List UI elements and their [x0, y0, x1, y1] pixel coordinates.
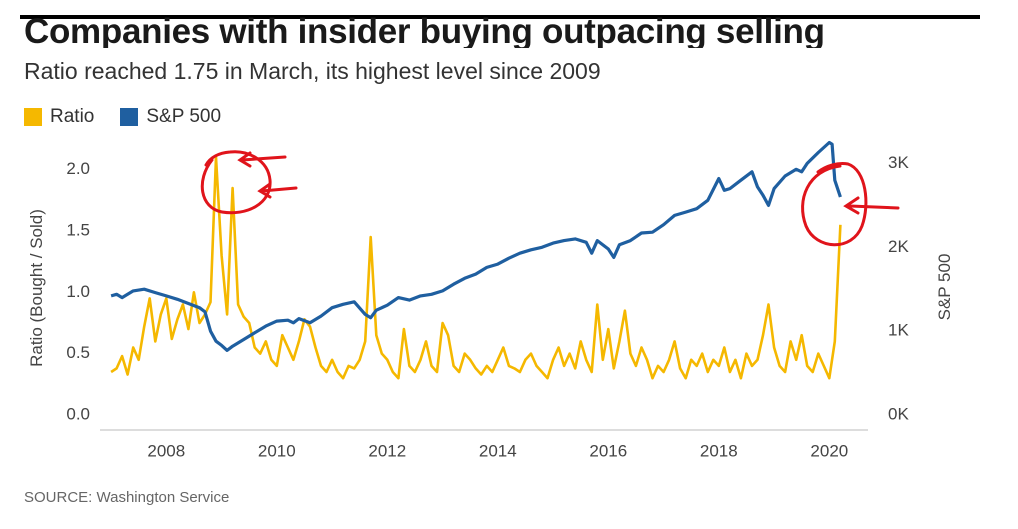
legend-swatch-ratio — [24, 108, 42, 126]
series-line-ratio — [110, 156, 842, 380]
legend-swatch-sp500 — [120, 108, 139, 126]
legend-label-sp500: S&P 500 — [146, 106, 222, 127]
right-tick-label: 2K — [888, 237, 909, 256]
top-rule — [20, 15, 980, 19]
left-axis-title: Ratio (Bought / Sold) — [27, 209, 46, 367]
x-tick-label: 2012 — [368, 441, 406, 460]
chart-subtitle: Ratio reached 1.75 in March, its highest… — [24, 58, 601, 84]
x-tick-label: 2008 — [147, 441, 185, 460]
legend-label-ratio: Ratio — [50, 106, 95, 127]
x-axis-ticks: 2008 2010 2012 2014 2016 2018 2020 — [147, 441, 848, 460]
annotation-arrow-2020 — [843, 196, 900, 215]
chart-title: Companies with insider buying outpacing … — [24, 12, 825, 48]
left-tick-label: 0.0 — [66, 404, 90, 423]
legend-item-sp500: S&P 500 — [120, 106, 221, 128]
x-tick-label: 2018 — [700, 441, 738, 460]
legend: Ratio S&P 500 — [24, 106, 221, 128]
right-tick-label: 1K — [888, 321, 909, 340]
right-axis-ticks: 0K 1K 2K 3K — [888, 153, 909, 424]
left-tick-label: 1.5 — [66, 220, 90, 239]
source-note: SOURCE: Washington Service — [24, 489, 230, 506]
annotation-circle-2008 — [200, 150, 272, 215]
right-tick-label: 3K — [888, 153, 909, 172]
left-tick-label: 2.0 — [66, 159, 90, 178]
left-axis-ticks: 0.0 0.5 1.0 1.5 2.0 — [66, 159, 90, 423]
x-tick-label: 2014 — [479, 441, 517, 460]
x-tick-label: 2020 — [810, 441, 848, 460]
right-tick-label: 0K — [888, 404, 909, 423]
annotation-arrow-2008-top — [237, 151, 287, 168]
x-tick-label: 2016 — [589, 441, 627, 460]
legend-item-ratio: Ratio — [24, 106, 94, 128]
annotation-arrow-2008-mid — [257, 182, 298, 199]
left-tick-label: 1.0 — [66, 282, 90, 301]
annotation-circle-2020 — [801, 162, 868, 247]
series-line-sp500 — [110, 140, 842, 352]
left-tick-label: 0.5 — [66, 343, 90, 362]
annotation-marks — [200, 150, 900, 247]
x-tick-label: 2010 — [258, 441, 296, 460]
right-axis-title: S&P 500 — [935, 254, 954, 321]
